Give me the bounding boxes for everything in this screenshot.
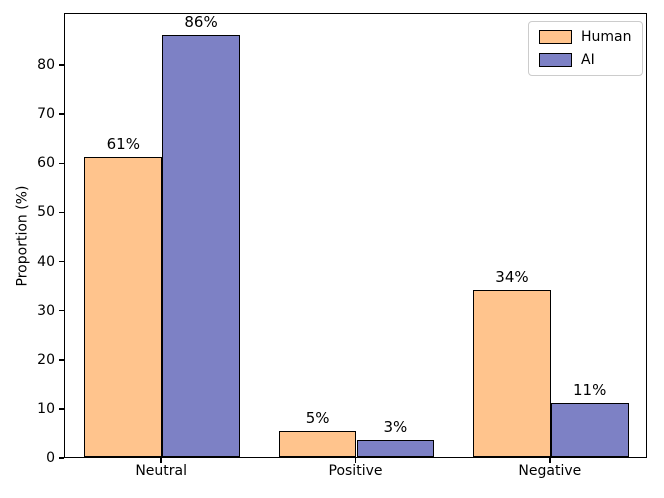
x-tick-mark <box>549 458 551 463</box>
bar-value-label: 3% <box>383 418 408 437</box>
bar-human-positive <box>278 430 357 457</box>
legend-label-human: Human <box>581 29 632 45</box>
y-tick-mark <box>59 457 64 459</box>
legend-entry-human: Human <box>539 29 632 45</box>
bar-value-label: 11% <box>573 380 607 399</box>
y-tick-mark <box>59 359 64 361</box>
y-tick-label: 30 <box>37 302 55 319</box>
y-axis-label-wrap: Proportion (%) <box>11 13 33 458</box>
y-tick-mark <box>59 211 64 214</box>
y-tick-mark <box>59 408 64 410</box>
human-color-swatch <box>539 30 572 44</box>
y-tick-label: 40 <box>37 253 55 270</box>
y-tick-label: 50 <box>37 204 55 221</box>
legend: Human AI <box>528 21 643 76</box>
bar-human-neutral <box>84 157 163 457</box>
bar-ai-negative <box>550 402 629 457</box>
y-tick-label: 0 <box>46 450 55 466</box>
bar-ai-neutral <box>162 34 240 457</box>
x-tick-mark <box>160 458 162 463</box>
legend-entry-ai: AI <box>539 52 632 68</box>
plot-area: 61% 86% 5% 3% 34% 11% <box>64 13 647 458</box>
y-tick-label: 10 <box>37 400 55 417</box>
y-tick-mark <box>59 64 64 66</box>
y-tick-mark <box>59 113 64 115</box>
y-tick-mark <box>59 162 64 165</box>
bar-value-label: 86% <box>184 12 218 31</box>
bar-ai-positive <box>356 440 435 457</box>
y-tick-label: 80 <box>37 57 55 74</box>
x-tick-label: Negative <box>518 463 582 479</box>
y-tick-label: 20 <box>37 351 55 368</box>
y-tick-label: 70 <box>37 106 55 123</box>
bar-value-label: 34% <box>495 268 529 287</box>
y-tick-mark <box>59 309 64 312</box>
bar-human-negative <box>473 290 551 457</box>
x-tick-label: Positive <box>328 463 383 479</box>
y-axis-label: Proportion (%) <box>14 185 31 286</box>
x-tick-label: Neutral <box>135 463 187 479</box>
ai-color-swatch <box>539 53 572 67</box>
y-tick-mark <box>59 260 64 263</box>
bar-value-label: 5% <box>305 408 330 427</box>
x-tick-mark <box>354 458 357 463</box>
legend-label-ai: AI <box>581 52 595 68</box>
bar-value-label: 61% <box>106 135 140 154</box>
y-tick-label: 60 <box>37 155 55 172</box>
